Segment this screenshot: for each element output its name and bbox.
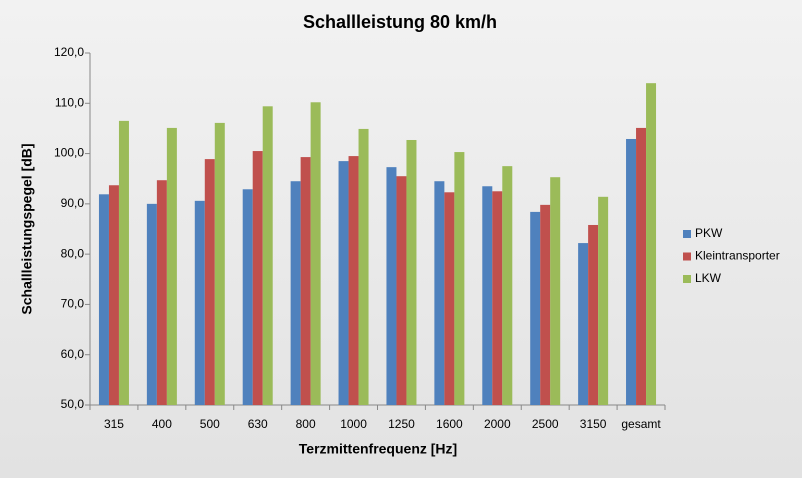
bar xyxy=(406,139,417,405)
x-tick-label: 315 xyxy=(104,417,124,431)
legend-swatch xyxy=(683,275,691,283)
bar xyxy=(290,181,301,405)
x-tick-label: 2500 xyxy=(532,417,559,431)
bar xyxy=(338,161,349,405)
bar xyxy=(358,128,369,405)
bar xyxy=(550,177,561,405)
bar xyxy=(434,181,445,405)
x-tick-label: 3150 xyxy=(580,417,607,431)
legend-label: Kleintransporter xyxy=(695,249,780,263)
legend-swatch xyxy=(683,252,691,261)
x-tick-label: 1250 xyxy=(388,417,415,431)
y-tick-label: 60,0 xyxy=(61,347,85,361)
bar xyxy=(540,204,551,405)
bar xyxy=(530,211,541,405)
bar xyxy=(262,106,273,405)
x-tick-label: 800 xyxy=(296,417,316,431)
bar xyxy=(108,185,119,405)
bar xyxy=(98,194,109,405)
bar xyxy=(492,191,503,405)
y-tick-label: 120,0 xyxy=(54,45,84,59)
x-tick-label: 630 xyxy=(248,417,268,431)
x-tick-label: 500 xyxy=(200,417,220,431)
x-tick-label: 400 xyxy=(152,417,172,431)
bar xyxy=(386,167,397,405)
bar xyxy=(348,156,359,405)
bar xyxy=(444,192,455,405)
bar xyxy=(300,157,311,405)
y-tick-label: 110,0 xyxy=(55,95,84,109)
bar xyxy=(310,102,321,405)
legend-label: LKW xyxy=(695,271,722,285)
bar xyxy=(578,243,589,405)
bar xyxy=(626,138,637,405)
bar xyxy=(482,186,493,405)
y-tick-label: 100,0 xyxy=(54,146,84,160)
bar xyxy=(598,196,609,405)
legend-label: PKW xyxy=(695,226,723,240)
bar xyxy=(118,120,129,405)
x-axis-title: Terzmittenfrequenz [Hz] xyxy=(299,441,457,457)
x-tick-label: gesamt xyxy=(621,417,661,431)
bar xyxy=(194,200,205,405)
bar xyxy=(146,203,157,405)
x-tick-label: 1000 xyxy=(340,417,367,431)
y-axis-title: Schallleistungspegel [dB] xyxy=(19,143,35,314)
y-tick-label: 50,0 xyxy=(61,397,85,411)
bar xyxy=(204,159,215,405)
y-tick-label: 80,0 xyxy=(61,246,85,260)
bar xyxy=(242,189,253,405)
chart-title: Schallleistung 80 km/h xyxy=(303,12,497,32)
bar xyxy=(252,151,263,405)
y-tick-label: 70,0 xyxy=(61,297,85,311)
bar xyxy=(588,224,599,405)
bar xyxy=(646,83,657,406)
bar xyxy=(396,176,407,405)
bar xyxy=(636,127,647,405)
bar xyxy=(454,152,465,405)
x-tick-label: 1600 xyxy=(436,417,463,431)
bar xyxy=(156,180,167,405)
bar xyxy=(166,127,177,405)
legend-swatch xyxy=(683,230,691,238)
x-tick-label: 2000 xyxy=(484,417,511,431)
bar xyxy=(214,122,225,405)
bar xyxy=(502,166,513,405)
y-tick-label: 90,0 xyxy=(61,196,85,210)
